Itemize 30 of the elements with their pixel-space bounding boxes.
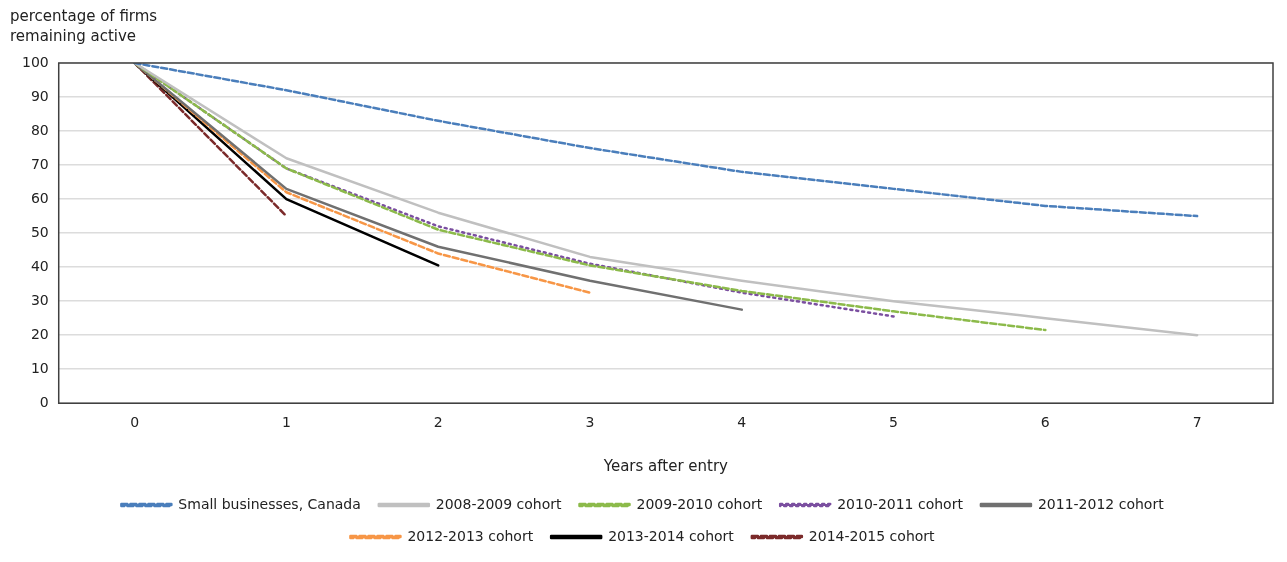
y-tick-label: 80 [30, 121, 49, 138]
legend-label: 2010-2011 cohort [837, 495, 964, 512]
x-tick-label: 0 [130, 414, 140, 431]
legend-label: 2009-2010 cohort [636, 495, 763, 512]
line-series [133, 63, 1199, 218]
legend-label: 2012-2013 cohort [407, 527, 534, 544]
x-tick-label: 3 [585, 414, 595, 431]
y-tick-label: 40 [30, 257, 49, 274]
y-tick-label: 90 [30, 87, 49, 104]
y-tick-label: 30 [30, 291, 49, 308]
x-tick-label: 4 [737, 414, 747, 431]
y-tick-label: 60 [30, 189, 49, 206]
y-tick-label: 0 [39, 393, 49, 410]
y-tick-label: 100 [21, 53, 49, 70]
x-axis-title: Years after entry [602, 456, 729, 475]
legend-label: 2013-2014 cohort [608, 527, 735, 544]
x-tick-label: 6 [1040, 414, 1050, 431]
x-tick-label: 2 [433, 414, 443, 431]
y-tick-label: 20 [30, 325, 49, 342]
legend-label: 2011-2012 cohort [1037, 495, 1165, 512]
y-tick-label: 10 [30, 359, 49, 376]
legend-label: 2008-2009 cohort [435, 495, 563, 512]
x-tick-label: 7 [1192, 414, 1202, 431]
x-tick-label: 1 [281, 414, 291, 431]
legend-label: Small businesses, Canada [178, 495, 361, 512]
y-axis-title: percentage of firms remaining active [10, 7, 158, 46]
y-tick-label: 70 [30, 155, 49, 172]
x-tick-label: 5 [889, 414, 898, 431]
legend-label: 2014-2015 cohort [808, 527, 936, 544]
y-tick-label: 50 [30, 223, 49, 240]
